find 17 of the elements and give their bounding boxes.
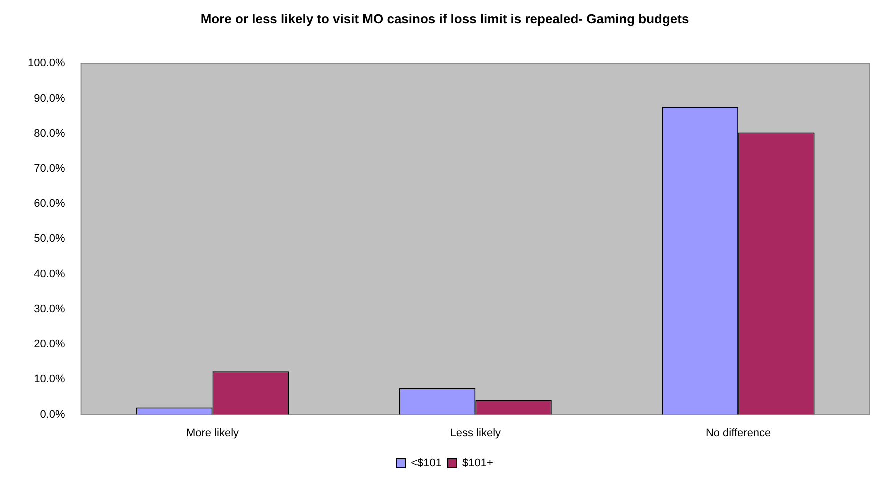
- legend-label: <$101: [411, 458, 442, 470]
- y-tick-label: 90.0%: [34, 92, 66, 105]
- y-tick-label: 70.0%: [34, 162, 66, 175]
- y-tick-label: 10.0%: [34, 374, 66, 386]
- x-tick-label: No difference: [706, 427, 772, 440]
- y-tick-label: 30.0%: [34, 303, 66, 316]
- y-tick-label: 0.0%: [40, 408, 66, 421]
- x-tick-label: Less likely: [450, 427, 502, 440]
- y-tick-label: 80.0%: [34, 128, 66, 140]
- x-tick-label: More likely: [186, 427, 240, 440]
- y-tick-label: 40.0%: [34, 268, 66, 280]
- legend-label: $101+: [462, 458, 494, 470]
- y-tick-label: 50.0%: [34, 233, 66, 246]
- y-tick-label: 60.0%: [34, 198, 66, 210]
- chart-title: More or less likely to visit MO casinos if loss limit is repealed- Gaming budgets: [200, 11, 690, 26]
- y-tick-label: 20.0%: [34, 338, 66, 351]
- y-tick-label: 100.0%: [28, 58, 66, 70]
